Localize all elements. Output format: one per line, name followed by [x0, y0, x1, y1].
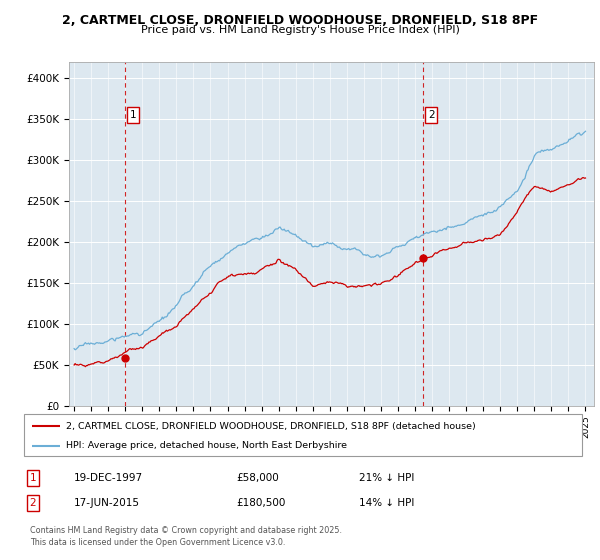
- Text: 21% ↓ HPI: 21% ↓ HPI: [359, 473, 414, 483]
- Text: £180,500: £180,500: [236, 498, 286, 507]
- Text: 2, CARTMEL CLOSE, DRONFIELD WOODHOUSE, DRONFIELD, S18 8PF: 2, CARTMEL CLOSE, DRONFIELD WOODHOUSE, D…: [62, 14, 538, 27]
- Text: 2: 2: [29, 498, 36, 507]
- Text: 19-DEC-1997: 19-DEC-1997: [74, 473, 143, 483]
- Text: Price paid vs. HM Land Registry's House Price Index (HPI): Price paid vs. HM Land Registry's House …: [140, 25, 460, 35]
- Text: 14% ↓ HPI: 14% ↓ HPI: [359, 498, 414, 507]
- Text: Contains HM Land Registry data © Crown copyright and database right 2025.
This d: Contains HM Land Registry data © Crown c…: [29, 526, 341, 547]
- Text: 1: 1: [29, 473, 36, 483]
- Text: £58,000: £58,000: [236, 473, 279, 483]
- Text: 2, CARTMEL CLOSE, DRONFIELD WOODHOUSE, DRONFIELD, S18 8PF (detached house): 2, CARTMEL CLOSE, DRONFIELD WOODHOUSE, D…: [66, 422, 476, 431]
- FancyBboxPatch shape: [24, 414, 582, 456]
- Text: 2: 2: [428, 110, 434, 120]
- Text: 1: 1: [130, 110, 136, 120]
- Text: HPI: Average price, detached house, North East Derbyshire: HPI: Average price, detached house, Nort…: [66, 441, 347, 450]
- Text: 17-JUN-2015: 17-JUN-2015: [74, 498, 140, 507]
